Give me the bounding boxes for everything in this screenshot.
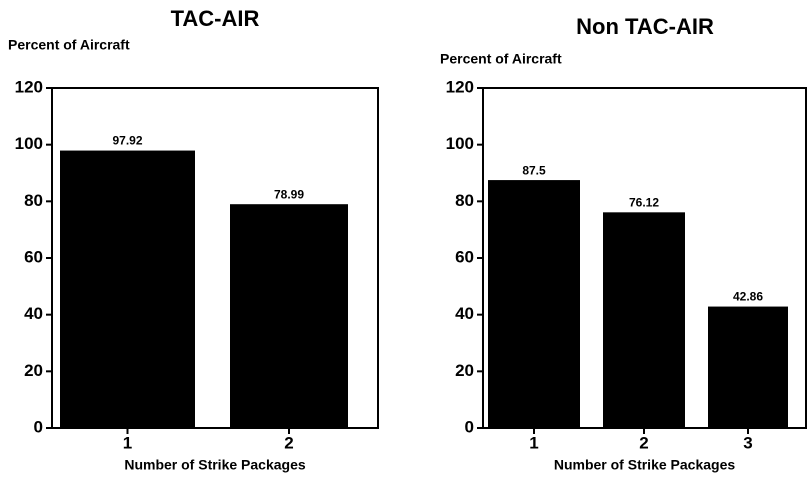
x-tick-label: 3 (743, 433, 752, 452)
y-tick-label: 20 (24, 361, 43, 380)
bar (60, 150, 195, 428)
y-tick-label: 0 (465, 417, 474, 436)
x-tick-label: 1 (123, 433, 132, 452)
y-tick-label: 120 (446, 77, 474, 96)
x-tick-label: 2 (284, 433, 293, 452)
chart-title: TAC-AIR (171, 6, 260, 31)
x-tick-label: 1 (529, 433, 538, 452)
y-tick-label: 100 (15, 134, 43, 153)
y-tick-label: 80 (24, 191, 43, 210)
value-label: 76.12 (629, 195, 659, 209)
bar (603, 212, 685, 428)
bar (488, 180, 580, 428)
y-tick-label: 20 (455, 361, 474, 380)
x-axis-label: Number of Strike Packages (124, 457, 306, 473)
y-tick-label: 100 (446, 134, 474, 153)
value-label: 42.86 (733, 290, 763, 304)
y-tick-label: 0 (34, 417, 43, 436)
bar (230, 204, 348, 428)
value-label: 78.99 (274, 187, 304, 201)
y-axis-label: Percent of Aircraft (440, 51, 562, 67)
chart-title: Non TAC-AIR (576, 14, 714, 39)
value-label: 97.92 (112, 134, 142, 148)
y-axis-label: Percent of Aircraft (8, 37, 130, 53)
value-label: 87.5 (522, 163, 546, 177)
bar (708, 306, 788, 428)
y-tick-label: 60 (455, 247, 474, 266)
y-tick-label: 120 (15, 77, 43, 96)
y-tick-label: 40 (455, 304, 474, 323)
y-tick-label: 80 (455, 191, 474, 210)
x-tick-label: 2 (639, 433, 648, 452)
y-tick-label: 60 (24, 247, 43, 266)
y-tick-label: 40 (24, 304, 43, 323)
x-axis-label: Number of Strike Packages (554, 457, 736, 473)
